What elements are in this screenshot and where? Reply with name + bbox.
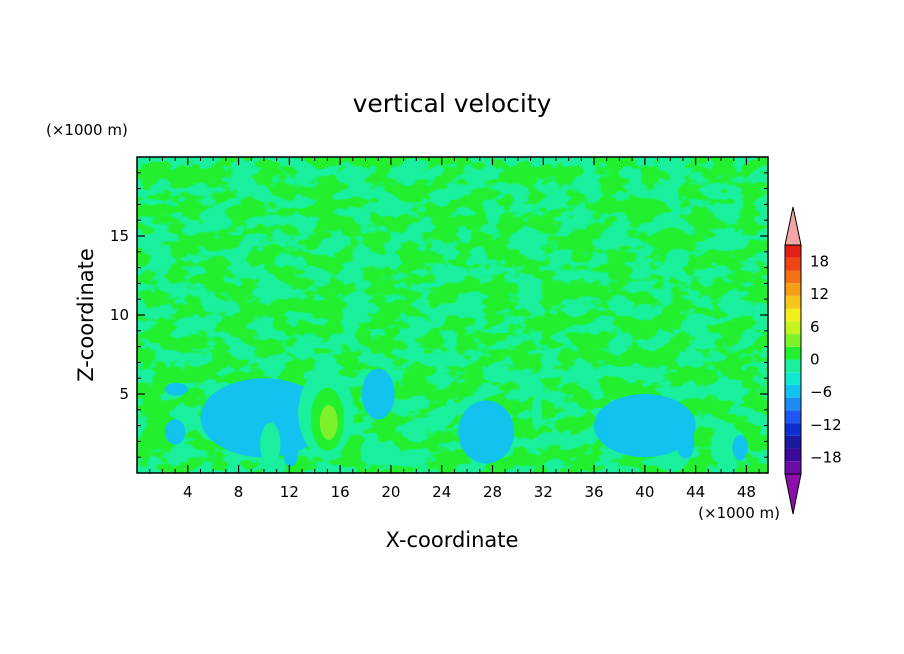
x-tick-label: 20: [381, 483, 400, 501]
y-unit-label: (×1000 m): [46, 121, 128, 139]
x-tick-label: 28: [483, 483, 502, 501]
colorbar-segment: [785, 346, 801, 360]
colorbar-frame: [784, 244, 802, 475]
colorbar-upper-extension: [784, 206, 802, 246]
colorbar-segment: [785, 410, 801, 424]
colorbar-segment: [785, 372, 801, 385]
field-contour-13: [732, 435, 748, 461]
x-unit-label: (×1000 m): [698, 504, 780, 522]
colorbar-segment: [785, 397, 801, 411]
colorbar-segment: [785, 308, 801, 322]
field-contour-0: [200, 378, 328, 458]
colorbar-segment: [785, 334, 801, 347]
colorbar-segment: [785, 295, 801, 309]
colorbar-segment: [785, 423, 801, 436]
colorbar-segment: [785, 461, 801, 474]
field-contour-7: [260, 422, 281, 467]
colorbar-label: 18: [810, 252, 829, 270]
field-contour-14: [531, 392, 543, 431]
y-tick-label: 10: [110, 306, 129, 324]
x-tick-label: 44: [686, 483, 705, 501]
colorbar-label: 6: [810, 318, 820, 336]
field-contour-16: [710, 436, 724, 462]
colorbar-label: 12: [810, 285, 829, 303]
field-contour-6: [472, 417, 508, 456]
x-tick-label: 4: [183, 483, 193, 501]
field-contour-17: [164, 382, 188, 396]
x-tick-label: 40: [635, 483, 654, 501]
x-tick-label: 48: [737, 483, 756, 501]
x-tick-label: 32: [534, 483, 553, 501]
colorbar-lower-extension: [784, 473, 802, 515]
colorbar-segment: [785, 321, 801, 335]
x-axis-label: X-coordinate: [386, 528, 519, 552]
colorbar-segment: [785, 435, 801, 449]
plot-area: [137, 157, 768, 473]
colorbar-label: −18: [810, 449, 842, 467]
y-tick-label: 15: [110, 227, 129, 245]
field-contour-1: [594, 394, 696, 458]
colorbar-segment: [785, 448, 801, 462]
x-tick-label: 16: [331, 483, 350, 501]
colorbar-segment: [785, 283, 801, 296]
field-contour-11: [370, 384, 389, 413]
x-tick-label: 12: [280, 483, 299, 501]
colorbar-segment: [785, 257, 801, 271]
y-tick-label: 5: [119, 385, 129, 403]
x-tick-label: 8: [234, 483, 244, 501]
colorbar-label: 0: [810, 351, 820, 369]
y-axis-label: Z-coordinate: [74, 248, 98, 382]
x-tick-label: 36: [585, 483, 604, 501]
field-contour-15: [360, 439, 376, 462]
field-contour-19: [445, 398, 456, 418]
colorbar-segment: [785, 270, 801, 284]
field-contour-9: [676, 427, 695, 459]
field-contour-10: [164, 419, 186, 445]
field-contour-8: [319, 405, 338, 440]
chart-title: vertical velocity: [353, 89, 552, 118]
x-tick-label: 24: [432, 483, 451, 501]
field-contour-12: [283, 438, 299, 467]
colorbar-label: −6: [810, 383, 832, 401]
colorbar-label: −12: [810, 416, 842, 434]
colorbar-segment: [785, 245, 801, 258]
field-contour-18: [606, 401, 620, 425]
colorbar-segment: [785, 359, 801, 373]
colorbar-segment: [785, 384, 801, 398]
